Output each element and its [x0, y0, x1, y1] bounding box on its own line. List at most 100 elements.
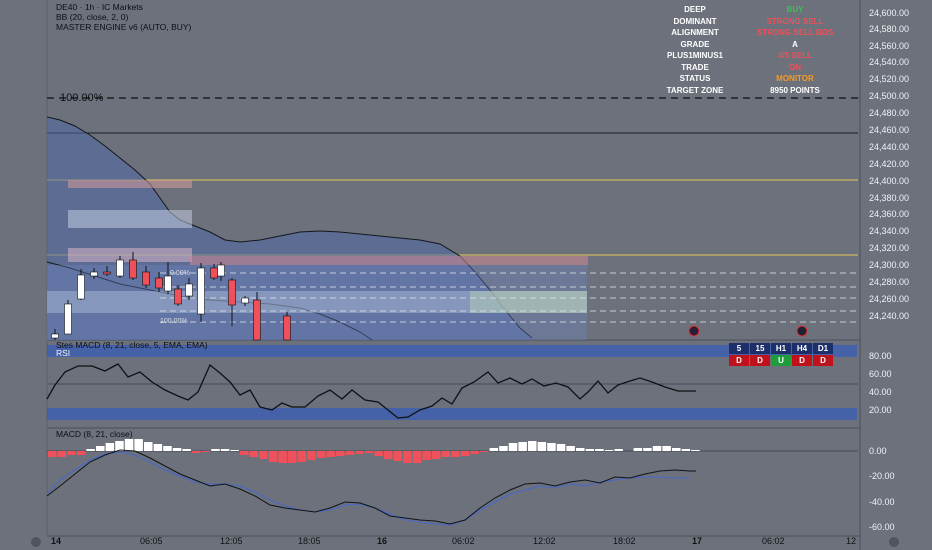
demand-zone [470, 291, 587, 313]
macd-bar [336, 451, 345, 456]
price-tick: 24,480.00 [869, 108, 910, 118]
macd-line [46, 449, 696, 525]
candle-body [228, 279, 236, 306]
rsi-title[interactable]: RSI [56, 348, 71, 358]
time-tick: 17 [692, 536, 703, 546]
rsi-line [46, 363, 696, 419]
signal-value: ON [789, 62, 801, 72]
signal-marker-icon[interactable] [688, 325, 700, 337]
signal-row: TARGET ZONE 8950 POINTS [640, 86, 860, 98]
macd-title[interactable]: MACD (8, 21, close) [56, 429, 133, 439]
price-tick: 24,440.00 [869, 142, 910, 152]
candle-body [185, 283, 193, 297]
bollinger-lower [46, 261, 373, 341]
macd-bar [412, 451, 422, 463]
rsi-oversold-band [47, 408, 857, 420]
signal-value: A [792, 39, 798, 49]
fib-label: 0.00% [170, 270, 190, 277]
price-tick: 24,540.00 [869, 57, 910, 67]
price-tick: 24,260.00 [869, 294, 910, 304]
signal-key: DOMINANT [673, 16, 717, 26]
candlesticks[interactable] [51, 252, 291, 341]
macd-bar [259, 451, 268, 459]
tf-header: H4 [792, 343, 812, 354]
macd-bar [67, 451, 76, 455]
stes-macd-title[interactable]: Stes MACD (8, 21, close, 5, EMA, EMA) [56, 340, 208, 350]
macd-bar [528, 441, 537, 451]
macd-tick: 0.00 [869, 446, 887, 456]
time-tick: 18:05 [298, 536, 321, 546]
price-tick: 24,460.00 [869, 125, 910, 135]
macd-bar [134, 439, 143, 451]
fib-box [47, 265, 587, 340]
macd-bar [499, 446, 508, 451]
price-tick: 24,420.00 [869, 159, 910, 169]
macd-bar [576, 448, 585, 451]
macd-bar [192, 451, 201, 453]
signal-value: STRONG SELL [766, 16, 824, 26]
macd-bar [480, 451, 489, 452]
zone [68, 210, 192, 228]
macd-bar [432, 451, 441, 459]
candle-body [103, 271, 111, 275]
candle-body [129, 259, 137, 279]
macd-bar [633, 448, 643, 451]
price-tick: 24,240.00 [869, 311, 910, 321]
macd-bar [643, 448, 652, 451]
supply-zone [190, 256, 588, 265]
signal-marker-icon[interactable] [796, 325, 808, 337]
price-tick: 24,600.00 [869, 8, 910, 18]
candle-body [210, 267, 218, 279]
tf-direction: D [792, 355, 812, 366]
macd-bar [297, 451, 307, 462]
macd-bar [230, 450, 239, 451]
zone [47, 291, 587, 313]
macd-bar [662, 446, 671, 451]
macd-bar [585, 449, 595, 451]
rsi-tick: 40.00 [869, 387, 892, 397]
tf-header: 15 [750, 343, 770, 354]
candle-body [116, 259, 124, 277]
macd-tick: -20.00 [869, 471, 895, 481]
candle-body [77, 274, 85, 300]
price-tick: 24,340.00 [869, 226, 910, 236]
symbol-title[interactable]: DE40 · 1h · IC Markets [56, 2, 143, 12]
scroll-left-icon[interactable] [31, 537, 41, 547]
macd-bar [547, 443, 556, 451]
macd-bar [57, 451, 67, 457]
bb-indicator-title[interactable]: BB (20, close, 2, 0) [56, 12, 129, 22]
candle-body [174, 288, 182, 305]
tf-direction: D [750, 355, 770, 366]
macd-bar [86, 449, 95, 451]
candle-body [241, 297, 249, 304]
signal-key: GRADE [680, 39, 710, 49]
signal-row: DOMINANT STRONG SELL [640, 17, 860, 29]
macd-signal-line [46, 451, 690, 526]
settings-gear-icon[interactable] [889, 537, 899, 547]
price-tick: 24,560.00 [869, 41, 910, 51]
macd-bar [489, 448, 499, 451]
fib-levels [160, 272, 858, 323]
engine-indicator-title[interactable]: MASTER ENGINE v6 (AUTO, BUY) [56, 22, 192, 32]
signal-key: STATUS [679, 74, 711, 83]
macd-bar [681, 449, 691, 451]
macd-bar [220, 449, 230, 451]
macd-bar [115, 441, 124, 451]
candle-body [155, 277, 163, 289]
candle-body [90, 271, 98, 277]
tf-header: 5 [729, 343, 749, 354]
price-tick: 24,380.00 [869, 193, 910, 203]
signal-row: PLUS1MINUS1 4/5 SELL [640, 51, 860, 63]
price-tick: 24,280.00 [869, 277, 910, 287]
macd-bar [374, 451, 383, 456]
tf-direction: D [729, 355, 749, 366]
zone [68, 248, 192, 262]
price-tick: 24,300.00 [869, 260, 910, 270]
signal-row: GRADE A [640, 40, 860, 52]
supply-zone [68, 180, 192, 188]
time-tick: 12 [846, 536, 857, 546]
macd-bar [364, 451, 374, 453]
rsi-tick: 80.00 [869, 351, 892, 361]
